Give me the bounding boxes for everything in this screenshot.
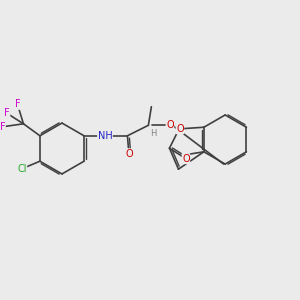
Text: O: O	[176, 124, 184, 134]
Text: NH: NH	[98, 131, 112, 141]
Text: H: H	[151, 129, 157, 138]
Text: F: F	[0, 122, 5, 132]
Text: O: O	[182, 154, 190, 164]
Text: O: O	[125, 149, 133, 159]
Text: F: F	[15, 99, 20, 109]
Text: O: O	[166, 120, 174, 130]
Text: F: F	[4, 108, 10, 118]
Text: Cl: Cl	[17, 164, 27, 174]
